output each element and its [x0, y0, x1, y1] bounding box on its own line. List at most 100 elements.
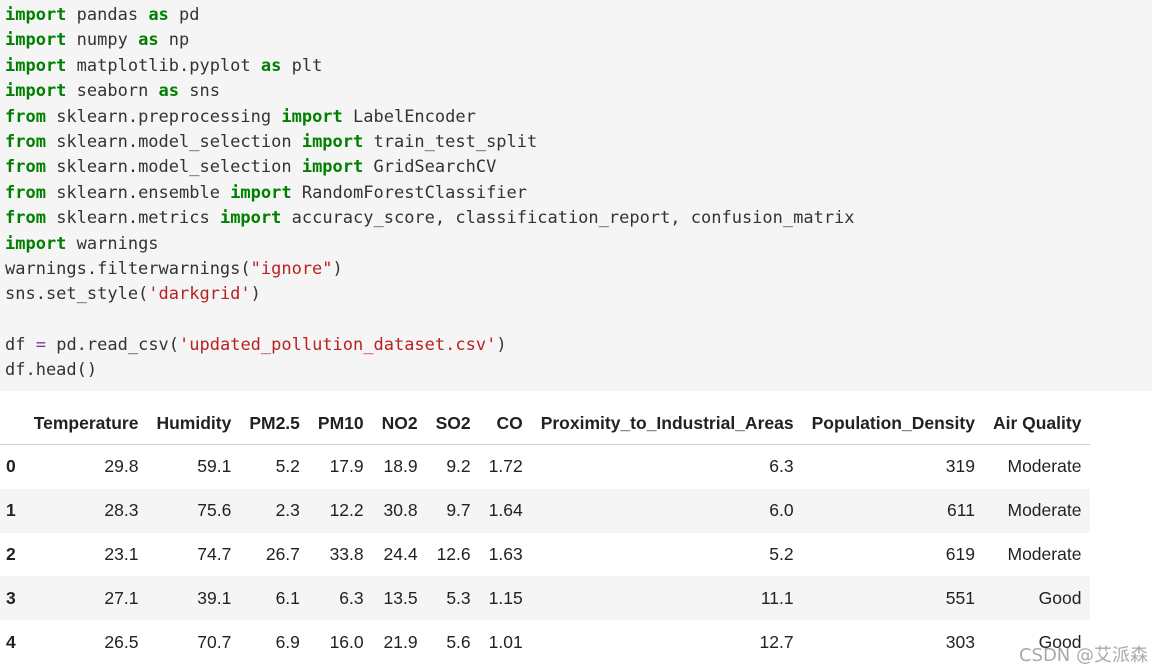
code-keyword: from: [5, 157, 46, 178]
code-keyword: as: [138, 30, 159, 51]
table-cell: Good: [1038, 631, 1082, 652]
code-line: from sklearn.preprocessing import LabelE…: [5, 105, 1152, 130]
code-keyword: import: [5, 5, 67, 25]
table-cell: 30.8: [383, 500, 418, 521]
table-cell: 5.6: [446, 631, 471, 652]
csdn-watermark: CSDN @艾派森: [1018, 645, 1148, 666]
code-line: from sklearn.ensemble import RandomFores…: [5, 181, 1152, 206]
table-cell: 1.15: [488, 587, 523, 608]
table-cell: 75.6: [197, 500, 232, 521]
code-token: plt: [281, 55, 323, 76]
row-index: 4: [6, 631, 16, 652]
code-keyword: as: [148, 5, 169, 25]
table-cell: 13.5: [383, 587, 418, 608]
table-cell: 6.1: [275, 587, 300, 608]
table-cell: 5.2: [769, 543, 794, 564]
code-keyword: import: [219, 208, 282, 229]
code-line: import warnings: [5, 232, 1152, 257]
column-header: Humidity: [147, 403, 241, 445]
table-cell: 1.63: [488, 543, 523, 564]
table-cell: Good: [1038, 587, 1082, 608]
code-keyword: as: [158, 81, 180, 102]
code-token: pd: [168, 5, 200, 25]
table-cell: 12.6: [436, 543, 471, 564]
table-cell: 24.4: [383, 543, 418, 564]
table-cell: 16.0: [329, 631, 364, 652]
table-cell: 2.3: [275, 500, 300, 521]
code-token: df.head(): [5, 360, 98, 381]
code-keyword: import: [5, 55, 67, 76]
code-keyword: as: [260, 55, 282, 76]
table-cell: 28.3: [104, 500, 139, 521]
table-cell: 23.1: [104, 543, 139, 564]
code-line: from sklearn.metrics import accuracy_sco…: [5, 206, 1152, 231]
table-cell: 17.9: [329, 456, 364, 477]
table-cell: 6.0: [769, 500, 794, 521]
column-header: SO2: [426, 403, 480, 445]
code-token: sklearn.model_selection: [45, 157, 302, 178]
code-token: ): [332, 258, 343, 279]
code-keyword: import: [301, 131, 364, 152]
column-header: NO2: [372, 403, 427, 445]
code-line: from sklearn.model_selection import trai…: [5, 130, 1152, 155]
code-line: df.head(): [5, 358, 1152, 383]
table-row: 4 26.5 70.7 6.9 16.0 21.9 5.6 1.01 12.7 303 Good: [0, 620, 1090, 664]
code-token: sklearn.model_selection: [45, 131, 302, 152]
column-header: Temperature: [24, 403, 148, 445]
code-token: matplotlib.pyplot: [66, 55, 261, 76]
table-cell: 26.7: [265, 543, 300, 564]
table-row: 0 29.8 59.1 5.2 17.9 18.9 9.2 1.72 6.3 319 Moderat…: [0, 445, 1090, 489]
table-cell: 74.7: [197, 543, 232, 564]
code-token: numpy: [66, 30, 139, 51]
code-token: sns: [179, 81, 220, 102]
code-line: import seaborn as sns: [5, 79, 1152, 104]
table-cell: Moderate: [1007, 500, 1082, 521]
table-cell: 619: [945, 543, 975, 564]
code-token: train_test_split: [363, 131, 538, 152]
table-cell: 5.2: [275, 456, 300, 477]
code-line: from sklearn.model_selection import Grid…: [5, 155, 1152, 180]
code-token: sklearn.ensemble: [45, 182, 231, 203]
table-row: 1 28.3 75.6 2.3 12.2 30.8 9.7 1.64 6.0 611 Moderat…: [0, 488, 1091, 533]
code-token: warnings: [66, 233, 159, 254]
column-header: CO: [479, 403, 532, 445]
code-keyword: import: [5, 30, 67, 51]
code-token: sklearn.preprocessing: [45, 106, 282, 127]
code-string: 'updated_pollution_dataset.csv': [179, 335, 497, 356]
table-cell: 11.1: [760, 587, 794, 608]
code-token: df: [5, 335, 36, 356]
row-index: 3: [6, 587, 16, 608]
code-token: GridSearchCV: [363, 157, 497, 178]
row-index: 1: [6, 500, 16, 521]
table-cell: 6.9: [275, 631, 300, 652]
code-token: warnings.filterwarnings(: [5, 258, 251, 279]
column-header: Air Quality: [983, 403, 1091, 445]
code-token: pd.read_csv(: [45, 335, 180, 356]
table-cell: 26.5: [104, 631, 139, 652]
table-cell: 9.7: [446, 500, 471, 521]
code-keyword: import: [281, 106, 343, 127]
code-keyword: import: [230, 182, 292, 203]
column-header: PM10: [308, 403, 373, 445]
table-cell: 1.64: [488, 500, 523, 521]
table-header-row: Temperature Humidity PM2.5 PM10 NO2 SO2 CO Prox…: [0, 403, 1091, 445]
code-token: RandomForestClassifier: [291, 182, 528, 203]
code-string: "ignore": [250, 258, 333, 279]
code-token: np: [158, 30, 190, 51]
table-cell: 59.1: [197, 456, 232, 477]
code-token: pandas: [66, 5, 149, 25]
code-token: sklearn.metrics: [45, 208, 220, 229]
code-token: LabelEncoder: [342, 106, 476, 127]
code-string: 'darkgrid': [148, 284, 251, 305]
table-cell: 9.2: [446, 456, 471, 477]
code-keyword: from: [5, 131, 46, 152]
column-header: Population_Density: [802, 403, 984, 445]
code-token: =: [35, 335, 46, 356]
code-cell[interactable]: import pandas as pd import numpy as np imp…: [0, 0, 1152, 391]
code-keyword: import: [5, 81, 67, 102]
code-line: import pandas as pd: [5, 3, 1152, 28]
code-line: import numpy as np: [5, 28, 1152, 53]
table-cell: 18.9: [383, 456, 418, 477]
table-cell: 27.1: [104, 587, 139, 608]
table-cell: 1.72: [488, 456, 523, 477]
